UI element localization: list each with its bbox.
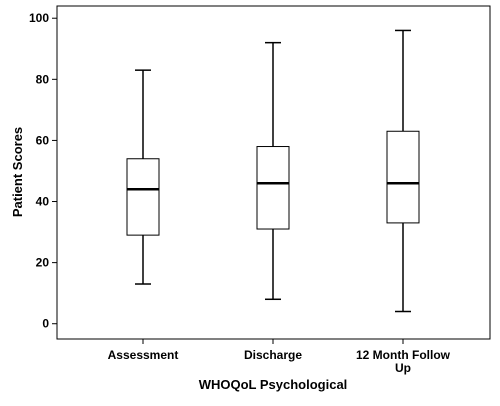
x-category-label-line: Up [395,361,411,375]
y-axis-ticks: 0 20 40 60 80 100 [29,11,57,331]
boxplot-group [386,29,420,344]
iqr-box [256,146,290,230]
x-category-label-line: Assessment [108,348,179,362]
y-tick-label: 80 [36,72,50,86]
y-tick-label: 20 [36,256,50,270]
x-category-label: Assessment [108,348,179,362]
y-axis-title: Patient Scores [10,127,25,217]
boxplots [126,29,420,344]
iqr-box [126,158,160,236]
y-tick-label: 40 [36,195,50,209]
x-category-label: Discharge [244,348,302,362]
x-category-label-line: 12 Month Follow [356,348,451,362]
x-axis-category-labels: Assessment Discharge 12 Month Follow Up [108,348,451,375]
iqr-box [386,130,420,224]
x-axis-title: WHOQoL Psychological [199,377,348,392]
y-tick-label: 60 [36,133,50,147]
y-tick-label: 100 [29,11,49,25]
boxplot-group [126,69,160,344]
x-category-label: 12 Month Follow Up [356,348,451,375]
x-category-label-line: Discharge [244,348,302,362]
boxplot-group [256,41,290,344]
y-tick-label: 0 [42,317,49,331]
